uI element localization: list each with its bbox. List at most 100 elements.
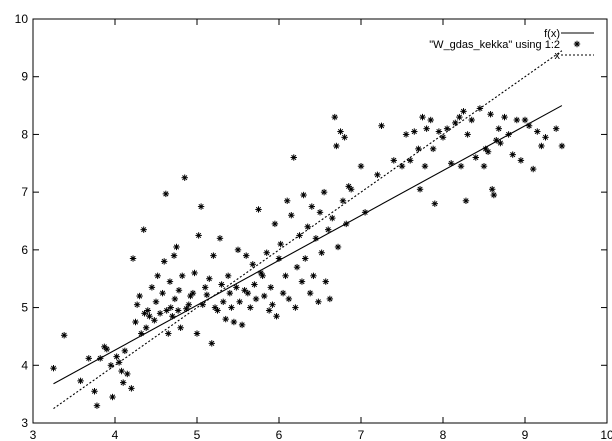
- data-point: [517, 157, 525, 164]
- data-point: [267, 284, 274, 291]
- data-point: [191, 269, 198, 277]
- data-point: [374, 171, 381, 179]
- data-point: [304, 223, 311, 230]
- data-point: [142, 324, 150, 331]
- data-point: [310, 272, 317, 280]
- data-point: [162, 190, 170, 198]
- data-point: [552, 125, 560, 132]
- data-point: [300, 191, 307, 199]
- data-point: [337, 128, 344, 135]
- data-point: [144, 307, 151, 314]
- data-point: [185, 301, 192, 308]
- data-point: [202, 284, 209, 291]
- data-point: [197, 203, 205, 210]
- data-point: [306, 289, 314, 297]
- data-point: [538, 142, 545, 150]
- data-point: [435, 128, 443, 135]
- data-point: [263, 249, 270, 256]
- data-point: [495, 125, 502, 132]
- data-point: [265, 307, 273, 314]
- data-point: [252, 295, 260, 303]
- data-point: [166, 278, 174, 285]
- data-point: [121, 347, 129, 355]
- data-point: [302, 255, 309, 262]
- data-point: [460, 108, 467, 115]
- data-point: [318, 249, 325, 256]
- y-tick-label: 10: [15, 12, 29, 26]
- data-point: [173, 243, 180, 251]
- data-point: [457, 162, 465, 170]
- data-point: [509, 151, 516, 158]
- data-point: [411, 128, 418, 135]
- data-point: [505, 131, 512, 138]
- data-point: [333, 142, 340, 150]
- x-tick-label: 5: [194, 428, 201, 441]
- data-point: [177, 324, 184, 331]
- x-tick-label: 3: [30, 428, 37, 441]
- data-point: [251, 281, 258, 288]
- x-tick-label: 10: [600, 428, 612, 441]
- data-point: [390, 157, 397, 164]
- data-point: [109, 393, 116, 401]
- y-tick-label: 8: [21, 127, 28, 141]
- data-point: [91, 388, 98, 395]
- data-point: [218, 281, 225, 288]
- data-point: [407, 157, 414, 164]
- data-point: [468, 116, 475, 124]
- data-point: [423, 125, 430, 132]
- data-point: [179, 272, 186, 280]
- data-point: [261, 292, 268, 300]
- data-point: [487, 111, 494, 118]
- data-point: [513, 116, 520, 124]
- data-point: [347, 186, 355, 193]
- y-tick-label: 5: [21, 301, 28, 315]
- data-point: [163, 307, 170, 314]
- data-point: [489, 186, 496, 193]
- data-point: [484, 148, 492, 155]
- data-point: [60, 332, 68, 339]
- data-point: [285, 295, 293, 303]
- data-point: [132, 318, 139, 326]
- data-point: [331, 113, 338, 121]
- data-point: [279, 289, 287, 297]
- data-point: [416, 186, 424, 193]
- data-point: [193, 330, 201, 337]
- data-point: [431, 200, 438, 207]
- data-point: [138, 330, 145, 337]
- data-point: [175, 287, 183, 294]
- data-point: [234, 246, 242, 254]
- data-point: [230, 318, 238, 326]
- data-point: [181, 174, 188, 181]
- data-point: [169, 313, 176, 320]
- data-point: [361, 209, 369, 216]
- data-point: [171, 295, 179, 303]
- data-point: [282, 272, 289, 280]
- data-point: [255, 206, 262, 213]
- data-point: [271, 220, 279, 228]
- data-point: [357, 162, 365, 170]
- data-point: [269, 301, 276, 308]
- data-point: [220, 298, 227, 305]
- legend-marker: [573, 40, 581, 48]
- y-tick-label: 7: [21, 185, 28, 199]
- data-point: [93, 402, 101, 409]
- legend-label: x: [555, 50, 561, 62]
- y-tick-label: 3: [21, 416, 28, 430]
- data-point: [167, 304, 174, 311]
- legend-label: "W_gdas_kekka" using 1:2: [429, 39, 560, 51]
- data-point: [521, 116, 529, 124]
- data-point: [462, 197, 470, 204]
- data-point: [210, 252, 217, 259]
- data-point: [146, 313, 153, 320]
- data-point: [320, 188, 328, 196]
- data-point: [292, 304, 299, 311]
- data-point: [415, 145, 422, 153]
- data-point: [222, 315, 229, 323]
- data-point: [50, 364, 57, 372]
- data-point: [141, 310, 148, 317]
- data-point: [107, 362, 115, 369]
- data-point: [226, 289, 233, 297]
- x-tick-label: 6: [276, 428, 283, 441]
- data-point: [224, 272, 232, 280]
- data-point: [174, 307, 182, 314]
